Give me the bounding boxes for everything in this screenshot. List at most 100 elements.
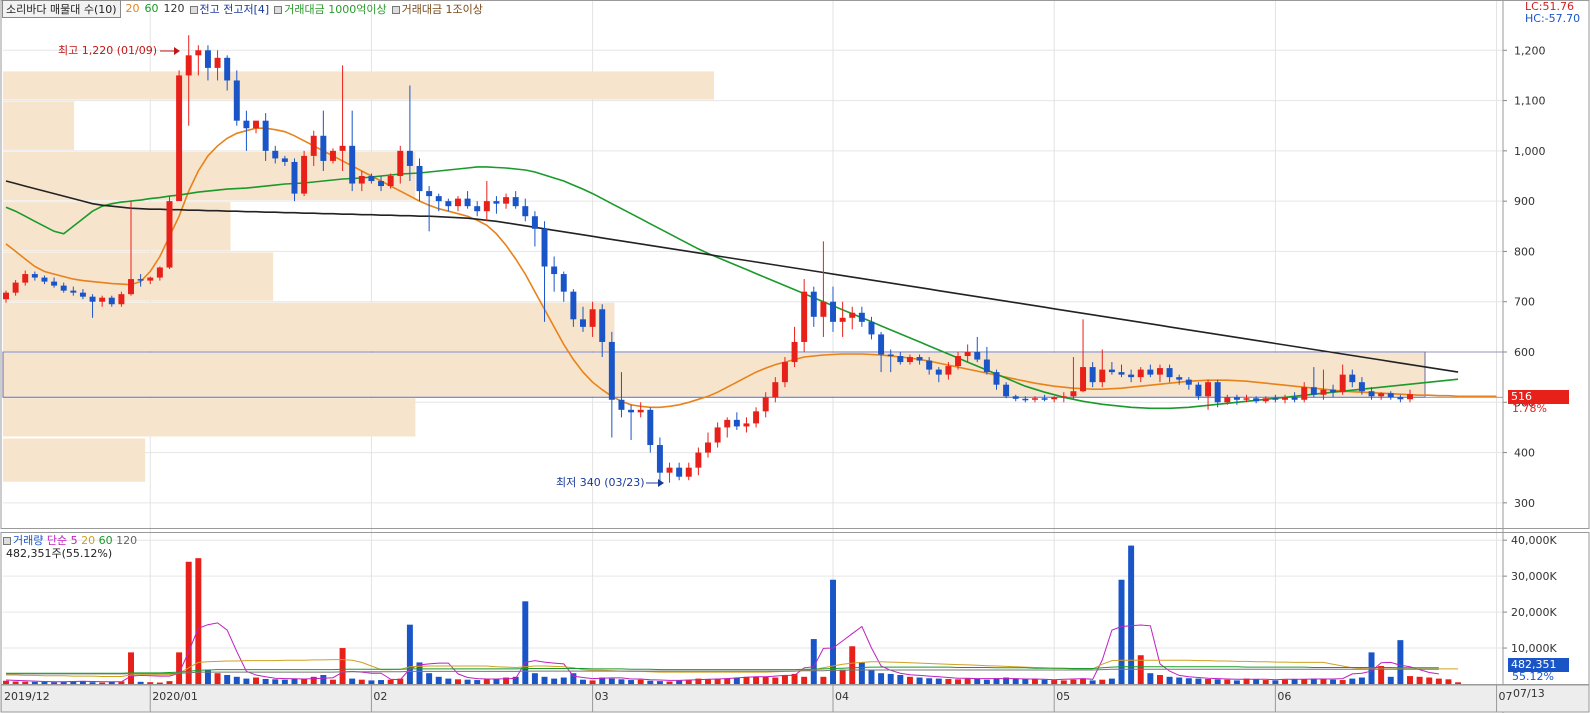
volume-bar <box>1272 680 1279 684</box>
volume-bar <box>676 680 683 684</box>
candle-body <box>1137 369 1144 378</box>
candle-body <box>1128 374 1135 378</box>
price-tick-label: 900 <box>1514 195 1535 208</box>
price-tick-label: 700 <box>1514 296 1535 309</box>
candle-body <box>1214 382 1221 403</box>
candle-body <box>753 411 760 424</box>
volume-bar <box>41 682 48 684</box>
candle-body <box>176 75 183 202</box>
candle-body <box>79 292 86 297</box>
candle-body <box>762 397 769 412</box>
volume-bar <box>897 675 904 684</box>
candle-body <box>772 382 779 398</box>
volume-ma5-label: 단순 5 <box>46 534 78 547</box>
volume-bar <box>762 676 769 684</box>
volume-bar <box>830 579 836 684</box>
volume-bar <box>1455 682 1462 684</box>
volume-bar <box>522 601 529 684</box>
candle-body <box>935 369 942 375</box>
candle-body <box>1080 367 1087 392</box>
volume-profile <box>3 71 1425 482</box>
candle-body <box>1051 397 1058 400</box>
volume-bars[interactable] <box>3 545 1462 684</box>
volume-tick-label: 40,000K <box>1511 534 1557 547</box>
volume-bar <box>926 678 933 684</box>
candle-body <box>1099 369 1106 383</box>
candle-body <box>166 201 173 268</box>
volume-bar <box>801 676 808 684</box>
candle-body <box>1118 372 1125 375</box>
high-arrowhead <box>174 47 180 55</box>
volume-bar <box>906 676 913 684</box>
x-tick-label: 02 <box>373 690 387 703</box>
volume-bar <box>474 680 481 684</box>
price-legend: 소리바다 매물대 수(10) 20 60 120 전고 전고저[4] 거래대금 … <box>2 0 483 18</box>
value-filter-2: 거래대금 1조이상 <box>401 2 483 16</box>
volume-bar <box>618 679 625 684</box>
candle-body <box>656 445 663 473</box>
candle-body <box>31 274 38 278</box>
candle-body <box>454 198 461 207</box>
ma-line-120 <box>5 180 1459 373</box>
profile-bin <box>3 252 274 301</box>
symbol-label[interactable]: 소리바다 매물대 수(10) <box>2 0 121 18</box>
price-panel-frame <box>0 0 1590 529</box>
volume-bar <box>628 680 635 684</box>
candle-body <box>714 427 721 443</box>
volume-bar <box>1118 579 1125 684</box>
volume-bar <box>445 678 452 684</box>
volume-bar <box>820 676 827 684</box>
volume-bar <box>195 558 202 684</box>
candle-body <box>1205 382 1212 397</box>
profile-bin <box>3 438 146 482</box>
candle-body <box>676 467 683 477</box>
candle-body <box>224 57 231 81</box>
candle-body <box>1060 396 1067 398</box>
candle-body <box>1301 387 1308 400</box>
candle-body <box>637 409 644 413</box>
candle-body <box>926 360 933 370</box>
low-arrowhead <box>658 479 664 487</box>
volume-bar <box>166 681 173 684</box>
volume-bar <box>1224 679 1231 684</box>
candle-body <box>916 357 923 361</box>
volume-last-pct: 55.12% <box>1512 670 1554 683</box>
high-annotation: 최고 1,220 (01/09) <box>58 44 158 57</box>
volume-bar <box>426 673 433 684</box>
volume-bar <box>551 678 558 684</box>
volume-last-tag: 482,351 <box>1508 658 1569 672</box>
profile-bin <box>3 71 714 100</box>
candle-body <box>329 150 336 161</box>
candle-body <box>128 279 134 295</box>
volume-bar <box>329 679 336 684</box>
price-tick-label: 1,100 <box>1514 95 1546 108</box>
volume-bar <box>1310 678 1317 684</box>
candle-body <box>1291 397 1298 400</box>
volume-bar <box>1387 676 1394 684</box>
candle-body <box>368 176 375 182</box>
volume-bar <box>358 679 365 684</box>
candlesticks[interactable] <box>3 35 1413 483</box>
candle-body <box>695 452 702 468</box>
candle-body <box>1156 368 1163 375</box>
x-tick-label: 06 <box>1277 690 1291 703</box>
volume-bar <box>1301 678 1308 684</box>
x-end-label: 07/13 <box>1513 687 1545 700</box>
candle-body <box>406 150 413 166</box>
candle-body <box>560 274 567 292</box>
price-tick-label: 1,200 <box>1514 44 1546 57</box>
volume-bar <box>1166 676 1173 684</box>
ma60-label: 60 <box>144 2 159 15</box>
volume-bar <box>397 678 404 684</box>
volume-bar <box>435 676 442 684</box>
volume-bar <box>1185 678 1192 684</box>
volume-bar <box>916 677 923 684</box>
candle-body <box>243 120 250 129</box>
candle-body <box>214 57 221 68</box>
volume-bar <box>878 673 885 684</box>
volume-bar <box>12 681 19 684</box>
volume-bar <box>1031 679 1038 684</box>
volume-ma60-label: 60 <box>98 534 113 547</box>
volume-bar <box>955 679 962 684</box>
